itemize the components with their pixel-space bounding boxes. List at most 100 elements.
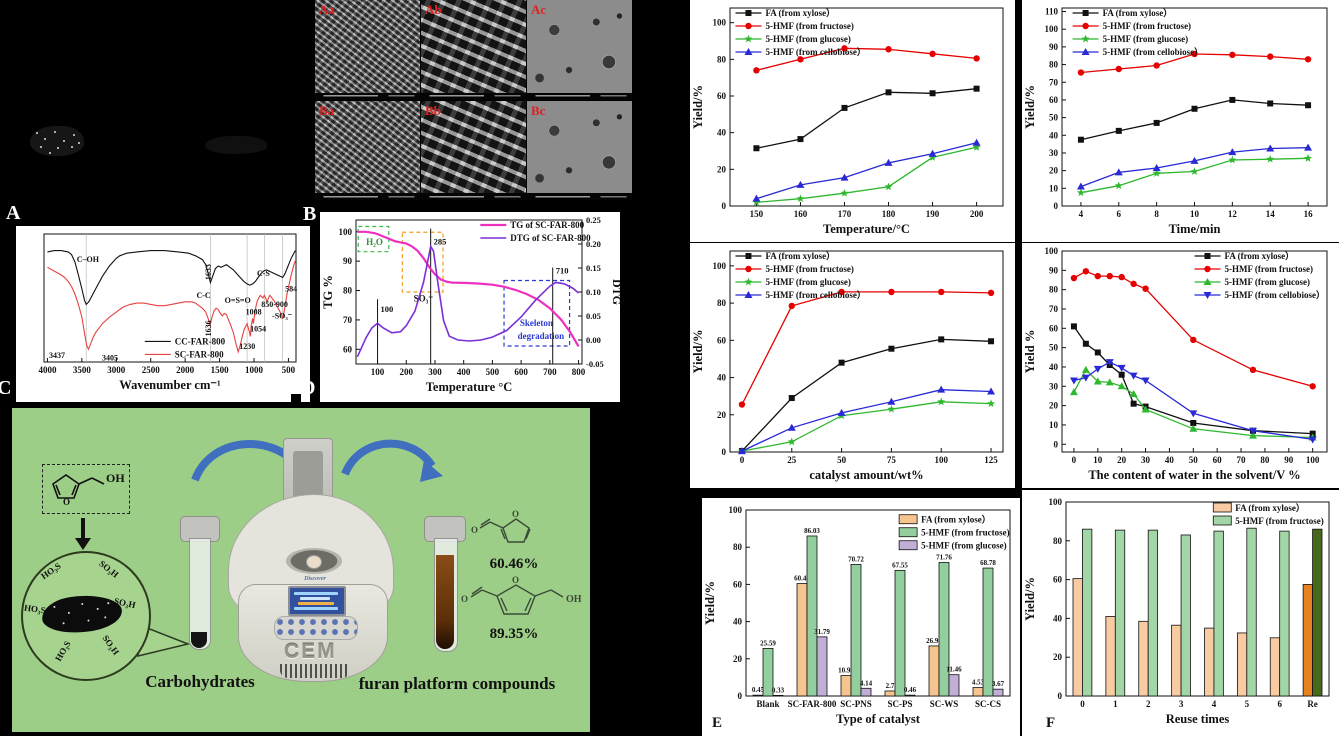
sem-label: Ab <box>425 2 442 17</box>
svg-text:Re: Re <box>1307 699 1318 709</box>
svg-text:40: 40 <box>1049 362 1059 372</box>
svg-text:DTG of SC-FAR-800: DTG of SC-FAR-800 <box>510 233 591 243</box>
svg-text:Blank: Blank <box>756 699 779 709</box>
sem-info-bar <box>527 193 632 200</box>
svg-text:10: 10 <box>1190 209 1200 219</box>
svg-text:SC-CS: SC-CS <box>975 699 1001 709</box>
sem-info-bar <box>421 193 526 200</box>
sem-label: Bc <box>531 102 546 118</box>
svg-text:100: 100 <box>1045 24 1059 34</box>
svg-text:40: 40 <box>1049 130 1059 140</box>
svg-text:0.05: 0.05 <box>586 311 601 321</box>
svg-text:0: 0 <box>722 447 727 457</box>
svg-text:3.67: 3.67 <box>992 680 1005 688</box>
svg-text:Temperature °C: Temperature °C <box>426 380 513 394</box>
svg-text:10: 10 <box>1093 455 1103 465</box>
svg-text:catalyst amount/wt%: catalyst amount/wt% <box>809 468 923 482</box>
svg-text:200: 200 <box>970 209 984 219</box>
svg-text:90: 90 <box>1284 455 1294 465</box>
hmf-yield: 89.35% <box>489 626 539 642</box>
svg-text:6: 6 <box>1117 209 1122 219</box>
svg-text:20: 20 <box>717 164 727 174</box>
svg-text:1633: 1633 <box>204 264 213 280</box>
svg-text:100: 100 <box>1045 246 1059 256</box>
svg-text:3405: 3405 <box>102 354 118 363</box>
svg-text:-SO₃⁻: -SO₃⁻ <box>272 311 292 320</box>
yield-by-catalyst-type-chart: 0 20 40 60 80 100 Blank SC-FAR-800 SC-PNS SC-PS SC… <box>702 498 1020 736</box>
svg-text:100: 100 <box>339 227 353 237</box>
svg-text:Type of catalyst: Type of catalyst <box>836 712 921 726</box>
curved-arrow-right <box>341 439 436 476</box>
svg-text:50: 50 <box>1049 343 1059 353</box>
svg-text:Temperature/°C: Temperature/°C <box>823 222 910 236</box>
svg-text:SO₃⁻: SO₃⁻ <box>414 293 434 303</box>
panel-label-b: B <box>303 203 317 225</box>
svg-text:1636: 1636 <box>204 320 213 336</box>
svg-text:40: 40 <box>717 373 727 383</box>
yield-vs-temperature-chart: 150 160 170 180 190 200 0 20 40 60 80 100 Temperatur… <box>690 0 1015 242</box>
reactor-vents <box>280 664 350 678</box>
svg-text:5-HMF (from glucose): 5-HMF (from glucose) <box>765 34 850 44</box>
svg-text:160: 160 <box>794 209 808 219</box>
svg-text:4.14: 4.14 <box>860 679 873 687</box>
svg-text:0.33: 0.33 <box>772 686 785 694</box>
svg-text:5-HMF (from glucose): 5-HMF (from glucose) <box>765 277 850 287</box>
carbohydrates-label: Carbohydrates <box>145 672 255 691</box>
svg-text:40: 40 <box>1165 455 1175 465</box>
svg-text:850-900: 850-900 <box>261 300 288 309</box>
svg-text:0: 0 <box>722 201 727 211</box>
sem-image-Bb: Bb <box>421 100 526 200</box>
svg-text:300: 300 <box>428 367 442 377</box>
svg-text:4: 4 <box>1079 209 1084 219</box>
sem-label: Aa <box>319 2 335 17</box>
hmf-structure <box>470 584 564 615</box>
svg-text:5-HMF (from fructose): 5-HMF (from fructose) <box>1103 21 1191 31</box>
tube1-sediment <box>191 632 207 648</box>
svg-text:25.59: 25.59 <box>760 639 776 647</box>
svg-text:3500: 3500 <box>73 365 92 375</box>
svg-text:12: 12 <box>1228 209 1238 219</box>
svg-text:20: 20 <box>733 654 743 664</box>
svg-text:FA (from xylose）: FA (from xylose） <box>1235 503 1305 513</box>
hydroxyl-label: OH <box>106 471 125 485</box>
svg-text:68.78: 68.78 <box>980 559 996 567</box>
svg-text:100: 100 <box>1049 497 1063 507</box>
svg-text:0.10: 0.10 <box>586 287 601 297</box>
sem-image-Aa: Aa <box>315 0 420 100</box>
svg-text:90: 90 <box>343 256 353 266</box>
svg-text:10: 10 <box>1049 183 1059 193</box>
svg-text:C-C: C-C <box>196 291 210 300</box>
sem-image-Ab: Ab <box>421 0 526 100</box>
svg-text:0.15: 0.15 <box>586 263 601 273</box>
svg-text:H₂O: H₂O <box>366 237 383 247</box>
svg-text:600: 600 <box>514 367 528 377</box>
svg-text:70: 70 <box>1237 455 1247 465</box>
svg-text:-0.05: -0.05 <box>586 359 604 369</box>
svg-text:14: 14 <box>1266 209 1276 219</box>
svg-text:60: 60 <box>343 344 353 354</box>
panel-label-e: E <box>712 715 723 731</box>
svg-text:800: 800 <box>572 367 586 377</box>
svg-text:80: 80 <box>717 54 727 64</box>
svg-text:0: 0 <box>1054 439 1059 449</box>
svg-text:SC-FAR-800: SC-FAR-800 <box>175 349 224 359</box>
svg-text:4.53: 4.53 <box>972 679 985 687</box>
svg-text:50: 50 <box>1049 113 1059 123</box>
svg-text:5-HMF (from cellobiose）: 5-HMF (from cellobiose） <box>1103 47 1203 57</box>
svg-text:2500: 2500 <box>142 365 161 375</box>
svg-text:0.46: 0.46 <box>904 686 917 694</box>
sem-image-Ac: Ac <box>527 0 632 100</box>
panel-label-d: D <box>301 377 316 399</box>
svg-text:Time/min: Time/min <box>1169 222 1221 236</box>
svg-text:FA (from xylose）: FA (from xylose） <box>1103 8 1173 18</box>
sem-label: Bb <box>425 102 441 118</box>
svg-text:FA (from xylose）: FA (from xylose） <box>765 8 835 18</box>
svg-text:0.20: 0.20 <box>586 239 601 249</box>
svg-text:30: 30 <box>1141 455 1151 465</box>
furfural-aldehyde-o: O <box>471 525 478 535</box>
svg-text:100: 100 <box>381 304 394 314</box>
svg-text:20: 20 <box>1049 166 1059 176</box>
svg-text:5-HMF (from fructose): 5-HMF (from fructose) <box>1225 264 1313 274</box>
reactor-keypad <box>274 616 358 640</box>
svg-text:500: 500 <box>282 365 296 375</box>
